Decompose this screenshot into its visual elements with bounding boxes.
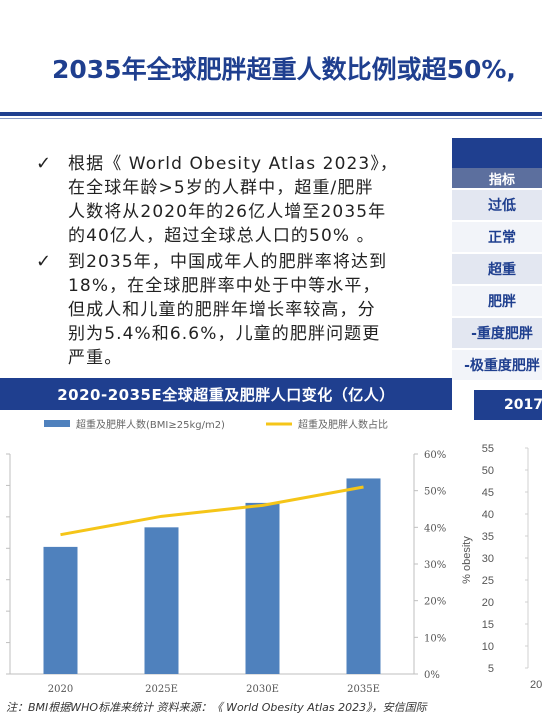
bmi-table-row: -极重度肥胖 xyxy=(452,350,542,382)
bmi-table-row: -重度肥胖 xyxy=(452,318,542,350)
chart2-title: 2017 xyxy=(474,390,542,420)
chart-title: 2020-2035E全球超重及肥胖人口变化（亿人） xyxy=(0,378,452,410)
headline-rule-thin xyxy=(0,118,542,119)
bullet-item: ✓ 到2035年，中国成年人的肥胖率将达到 18%，在全球肥胖率中处于中等水平，… xyxy=(36,250,436,370)
chart2-y-tick-label: 40 xyxy=(482,509,494,521)
right-tick-label: 0% xyxy=(424,670,440,681)
share-line xyxy=(60,485,364,537)
bullet-item: ✓ 根据《 World Obesity Atlas 2023》， 在全球年龄>5… xyxy=(36,152,436,248)
chart2-y-tick-label: 30 xyxy=(482,553,494,565)
x-tick-label: 2035E xyxy=(347,684,380,695)
right-tick-label: 30% xyxy=(424,560,446,571)
chart2-y-tick-label: 15 xyxy=(482,619,494,631)
right-tick-label: 50% xyxy=(424,487,446,498)
source-note: 注：BMI根据WHO标准来统计 资料来源：《 World Obesity Atl… xyxy=(6,701,427,714)
bmi-table-row: 肥胖 xyxy=(452,286,542,318)
bmi-table-top xyxy=(452,138,542,168)
bmi-table-row: 过低 xyxy=(452,190,542,222)
legend-label-bars: 超重及肥胖人数(BMI≥25kg/m2) xyxy=(76,418,225,431)
check-icon: ✓ xyxy=(36,153,52,174)
bar xyxy=(43,546,78,674)
bmi-table-header: 指标 xyxy=(452,168,542,190)
bar xyxy=(144,527,179,674)
right-tick-label: 40% xyxy=(424,523,446,534)
bar xyxy=(346,478,381,674)
bullet-list: ✓ 根据《 World Obesity Atlas 2023》， 在全球年龄>5… xyxy=(36,152,436,372)
chart2-y-tick-label: 50 xyxy=(482,465,494,477)
bar xyxy=(245,502,280,674)
page-headline: 2035年全球肥胖超重人数比例或超50%, xyxy=(52,55,516,84)
bmi-table: 指标 过低 正常 超重 肥胖 -重度肥胖 -极重度肥胖 xyxy=(452,138,542,382)
chart2-y-tick-label: 55 xyxy=(482,443,494,455)
chart2-y-tick-label: 5 xyxy=(488,663,494,675)
headline-rule xyxy=(0,112,542,116)
chart2-y-axis-label: % obesity xyxy=(461,536,473,584)
x-tick-label: 2030E xyxy=(246,684,279,695)
bullet-text: 根据《 World Obesity Atlas 2023》， 在全球年龄>5岁的… xyxy=(68,154,399,246)
legend-label-line: 超重及肥胖人数占比 xyxy=(298,418,388,431)
legend-swatch-bars xyxy=(44,420,70,427)
right-tick-label: 20% xyxy=(424,597,446,608)
x-tick-label: 2020 xyxy=(48,684,73,695)
check-icon: ✓ xyxy=(36,251,52,272)
chart2-x-tick-label: 20 xyxy=(530,679,542,691)
right-tick-label: 60% xyxy=(424,450,446,461)
chart2-y-tick-label: 25 xyxy=(482,575,494,587)
bmi-table-row: 超重 xyxy=(452,254,542,286)
bullet-text: 到2035年，中国成年人的肥胖率将达到 18%，在全球肥胖率中处于中等水平， 但… xyxy=(68,252,388,368)
chart2-y-tick-label: 20 xyxy=(482,597,494,609)
bmi-table-row: 正常 xyxy=(452,222,542,254)
chart2-y-tick-label: 10 xyxy=(482,641,494,653)
chart2-y-tick-label: 35 xyxy=(482,531,494,543)
chart2-y-tick-label: 45 xyxy=(482,487,494,499)
right-tick-label: 10% xyxy=(424,633,446,644)
x-tick-label: 2025E xyxy=(145,684,178,695)
